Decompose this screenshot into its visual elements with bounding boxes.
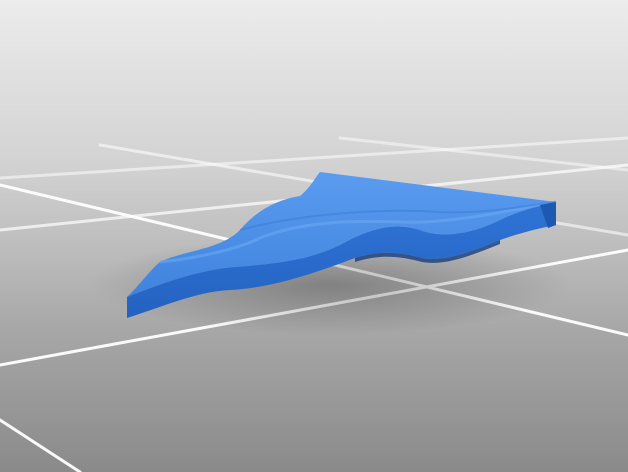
wavy-plate-model	[127, 172, 557, 318]
